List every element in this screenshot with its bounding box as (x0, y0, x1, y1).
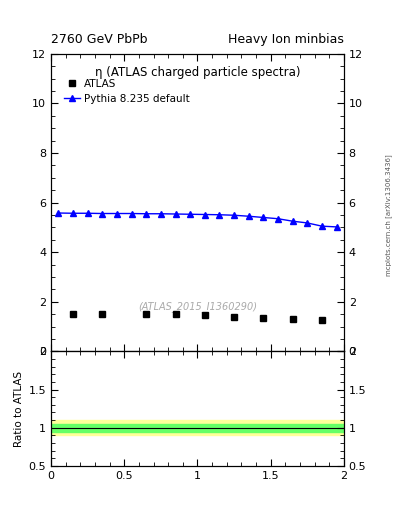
Y-axis label: Ratio to ATLAS: Ratio to ATLAS (15, 371, 24, 447)
Pythia 8.235 default (173, 211, 178, 217)
ATLAS (202, 312, 207, 318)
Pythia 8.235 default (158, 210, 163, 217)
Pythia 8.235 default (246, 213, 251, 219)
ATLAS (100, 311, 105, 317)
Pythia 8.235 default (85, 210, 90, 217)
ATLAS (290, 316, 295, 322)
ATLAS (261, 315, 266, 321)
Pythia 8.235 default (275, 216, 280, 222)
Bar (51, 424, 344, 432)
ATLAS (173, 311, 178, 317)
Pythia 8.235 default (320, 223, 324, 229)
Line: Pythia 8.235 default: Pythia 8.235 default (56, 210, 339, 230)
Pythia 8.235 default (305, 220, 310, 226)
Pythia 8.235 default (56, 210, 61, 216)
Pythia 8.235 default (334, 224, 339, 230)
ATLAS (232, 314, 237, 320)
ATLAS (144, 311, 149, 317)
Text: (ATLAS_2015_I1360290): (ATLAS_2015_I1360290) (138, 302, 257, 312)
Pythia 8.235 default (115, 210, 119, 217)
Legend: ATLAS, Pythia 8.235 default: ATLAS, Pythia 8.235 default (62, 77, 192, 106)
ATLAS (320, 317, 324, 324)
Pythia 8.235 default (290, 218, 295, 224)
Pythia 8.235 default (100, 210, 105, 217)
Text: η (ATLAS charged particle spectra): η (ATLAS charged particle spectra) (95, 66, 300, 79)
Pythia 8.235 default (71, 210, 75, 217)
Pythia 8.235 default (261, 215, 266, 221)
ATLAS (71, 311, 75, 317)
Text: mcplots.cern.ch [arXiv:1306.3436]: mcplots.cern.ch [arXiv:1306.3436] (386, 154, 393, 276)
Pythia 8.235 default (188, 211, 193, 217)
Pythia 8.235 default (217, 211, 222, 218)
Pythia 8.235 default (144, 210, 149, 217)
Pythia 8.235 default (129, 210, 134, 217)
Text: Heavy Ion minbias: Heavy Ion minbias (228, 33, 344, 46)
Text: 2760 GeV PbPb: 2760 GeV PbPb (51, 33, 148, 46)
Line: ATLAS: ATLAS (70, 311, 325, 323)
Pythia 8.235 default (232, 212, 237, 218)
Bar (51, 420, 344, 435)
Pythia 8.235 default (202, 211, 207, 218)
